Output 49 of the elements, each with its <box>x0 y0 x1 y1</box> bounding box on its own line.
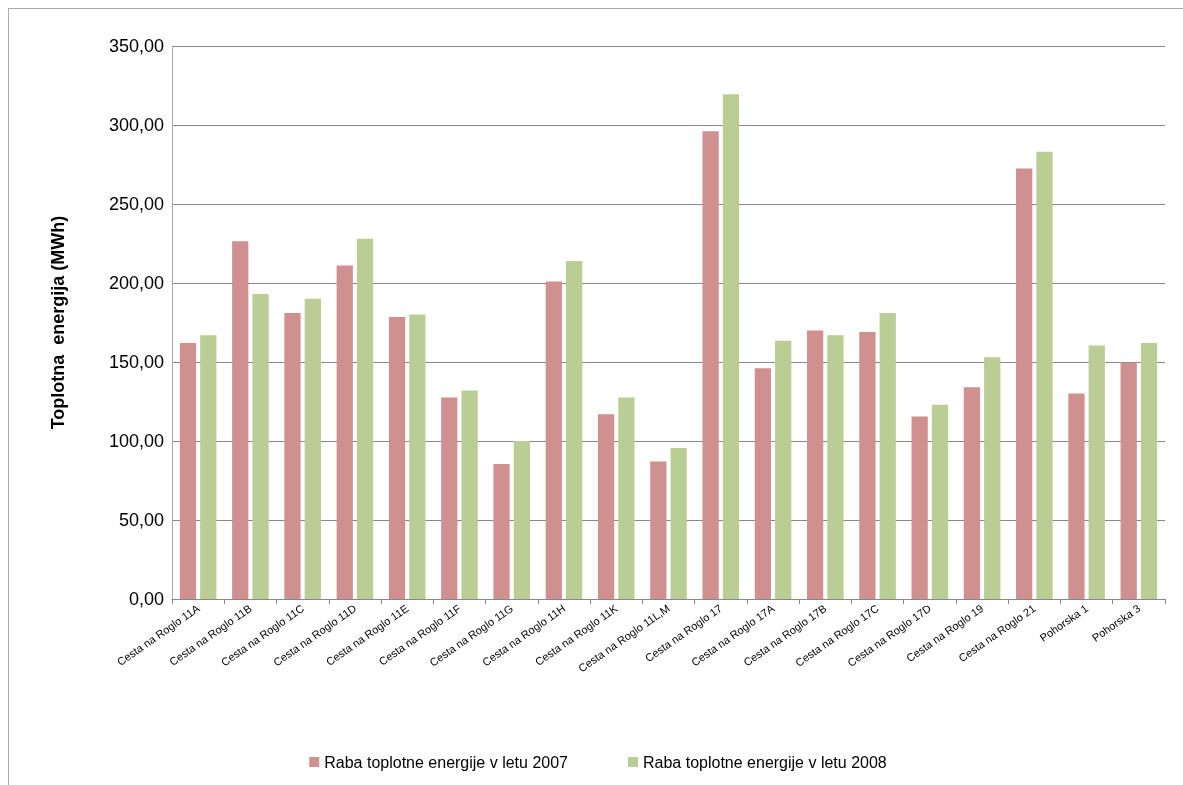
y-tick-label: 150,00 <box>108 352 164 372</box>
y-tick-label: 350,00 <box>108 36 164 56</box>
bar <box>304 298 321 599</box>
bar <box>702 131 719 599</box>
y-tick-label: 50,00 <box>118 510 164 530</box>
bar <box>618 397 635 599</box>
bar <box>807 330 824 599</box>
bar <box>670 448 687 599</box>
bar <box>859 331 876 599</box>
bar <box>650 461 667 599</box>
bar <box>200 335 217 599</box>
bar <box>931 404 949 599</box>
y-tick-label: 0,00 <box>128 589 164 609</box>
bar <box>1088 345 1105 599</box>
bar <box>754 368 771 599</box>
bar <box>409 314 426 599</box>
bar <box>232 241 249 599</box>
y-tick-label: 250,00 <box>108 194 164 214</box>
y-tick-label: 100,00 <box>108 431 164 451</box>
bar <box>513 441 530 599</box>
bar <box>493 463 510 599</box>
bar <box>388 316 406 599</box>
bar <box>984 357 1001 599</box>
bar <box>356 238 374 599</box>
legend-label: Raba toplotne energije v letu 2007 <box>324 753 569 771</box>
bar <box>827 335 844 599</box>
bar <box>1016 168 1033 599</box>
legend-label: Raba toplotne energije v letu 2008 <box>643 753 887 771</box>
bar <box>252 294 269 599</box>
y-axis-title: Toplotna energija (MWh) <box>48 215 68 430</box>
bar <box>879 313 896 599</box>
bar <box>1068 393 1085 599</box>
bar <box>1120 362 1137 599</box>
bar <box>179 343 197 599</box>
bar <box>722 94 740 599</box>
bar <box>1036 151 1053 599</box>
bar <box>566 260 583 599</box>
bar <box>775 340 792 599</box>
y-tick-label: 200,00 <box>108 273 164 293</box>
bar <box>545 281 562 599</box>
bar <box>336 265 353 599</box>
bar <box>284 313 301 599</box>
y-tick-label: 300,00 <box>108 115 164 135</box>
bar <box>441 397 458 599</box>
bar <box>1140 343 1158 599</box>
bar <box>597 414 615 599</box>
bar <box>461 390 478 599</box>
bar <box>911 416 928 599</box>
bar <box>963 387 981 599</box>
